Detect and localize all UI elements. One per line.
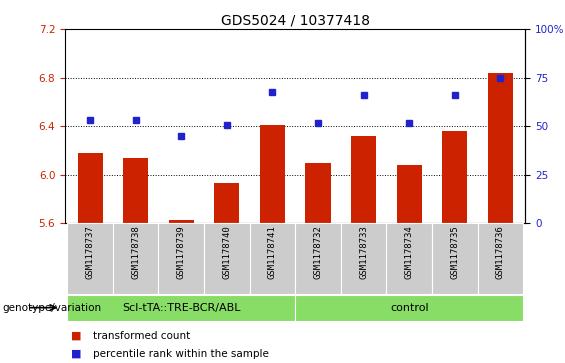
Text: GSM1178734: GSM1178734: [405, 225, 414, 279]
Text: GSM1178741: GSM1178741: [268, 225, 277, 279]
Bar: [442, 131, 467, 223]
Text: GSM1178737: GSM1178737: [85, 225, 94, 279]
Title: GDS5024 / 10377418: GDS5024 / 10377418: [221, 14, 370, 28]
Text: ■: ■: [71, 349, 81, 359]
Bar: [214, 183, 240, 223]
Bar: [250, 223, 295, 294]
Bar: [477, 223, 523, 294]
Text: GSM1178736: GSM1178736: [496, 225, 505, 279]
Bar: [386, 223, 432, 294]
Bar: [306, 163, 331, 223]
Bar: [488, 73, 513, 223]
Text: GSM1178735: GSM1178735: [450, 225, 459, 279]
Text: GSM1178740: GSM1178740: [222, 225, 231, 279]
Bar: [204, 223, 250, 294]
Text: GSM1178733: GSM1178733: [359, 225, 368, 279]
Bar: [67, 223, 113, 294]
Bar: [341, 223, 386, 294]
Text: ■: ■: [71, 331, 81, 341]
Bar: [123, 158, 148, 223]
Text: Scl-tTA::TRE-BCR/ABL: Scl-tTA::TRE-BCR/ABL: [122, 303, 241, 313]
Text: genotype/variation: genotype/variation: [3, 303, 102, 313]
Text: control: control: [390, 303, 428, 313]
Bar: [351, 136, 376, 223]
Text: percentile rank within the sample: percentile rank within the sample: [93, 349, 269, 359]
Text: GSM1178738: GSM1178738: [131, 225, 140, 279]
Bar: [158, 223, 204, 294]
Bar: [432, 223, 477, 294]
Bar: [169, 220, 194, 223]
Bar: [260, 125, 285, 223]
Bar: [77, 153, 103, 223]
Bar: [397, 165, 421, 223]
Text: GSM1178739: GSM1178739: [177, 225, 186, 279]
Bar: [113, 223, 158, 294]
Bar: [67, 295, 295, 321]
Text: transformed count: transformed count: [93, 331, 190, 341]
Bar: [295, 223, 341, 294]
Bar: [295, 295, 523, 321]
Text: GSM1178732: GSM1178732: [314, 225, 323, 279]
